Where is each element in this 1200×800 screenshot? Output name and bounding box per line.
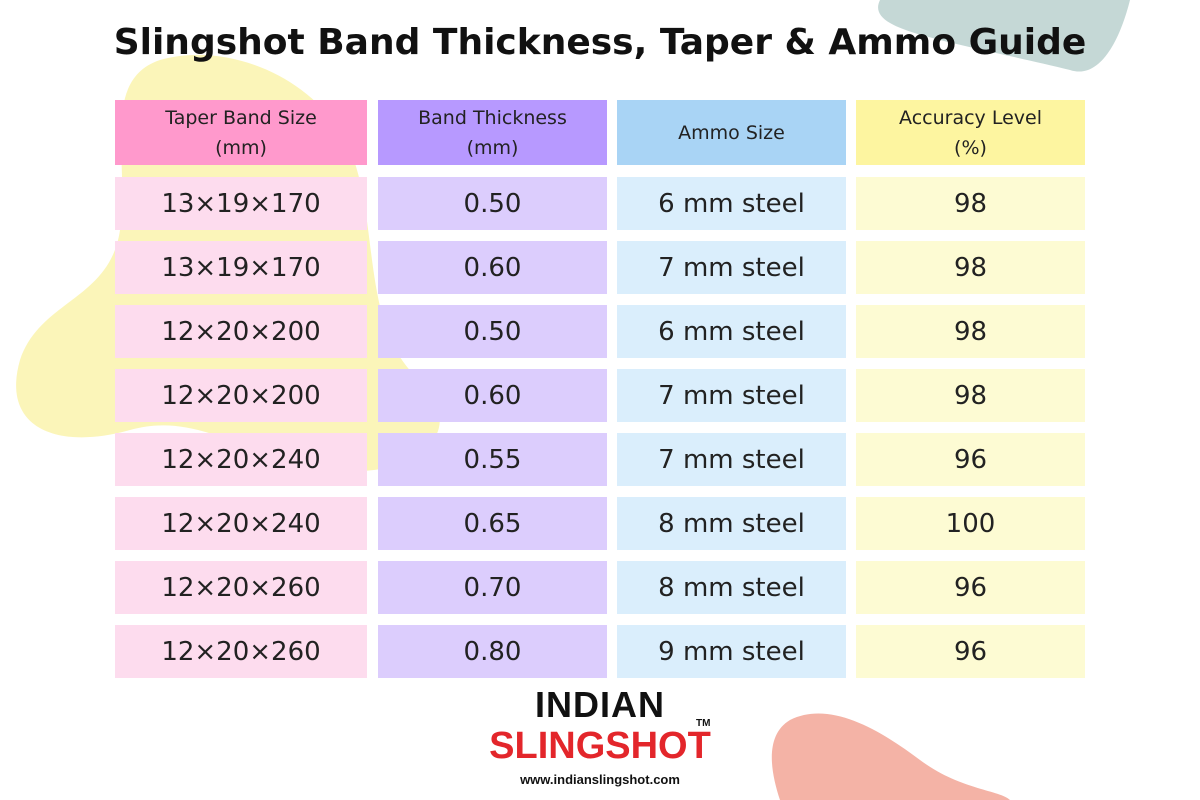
table-cell: 6 mm steel (617, 177, 846, 230)
table-cell: 7 mm steel (617, 433, 846, 486)
table-cell: 12×20×240 (115, 497, 367, 550)
table-cell: 12×20×260 (115, 625, 367, 678)
table-cell: 98 (856, 369, 1085, 422)
table-cell: 7 mm steel (617, 369, 846, 422)
table-cell: 100 (856, 497, 1085, 550)
logo-top: INDIAN (535, 684, 665, 725)
table-cell: 8 mm steel (617, 561, 846, 614)
title: Slingshot Band Thickness, Taper & Ammo G… (113, 22, 1087, 63)
table-cell: 8 mm steel (617, 497, 846, 550)
table-cell: 12×20×240 (115, 433, 367, 486)
logo-bottom: SLINGSHOT (489, 725, 711, 767)
table-cell: 12×20×200 (115, 369, 367, 422)
table-cell: 96 (856, 561, 1085, 614)
header-cell: Accuracy Level (%) (856, 100, 1085, 165)
table-cell: 96 (856, 625, 1085, 678)
table-cell: 0.70 (378, 561, 607, 614)
table-cell: 6 mm steel (617, 305, 846, 358)
table-cell: 0.60 (378, 241, 607, 294)
table-cell: 0.65 (378, 497, 607, 550)
table-cell: 0.60 (378, 369, 607, 422)
table-cell: 13×19×170 (115, 241, 367, 294)
url: www.indianslingshot.com (520, 772, 680, 787)
table-cell: 96 (856, 433, 1085, 486)
header-cell: Ammo Size (617, 100, 846, 165)
table-cell: 0.55 (378, 433, 607, 486)
table-cell: 0.80 (378, 625, 607, 678)
table-cell: 0.50 (378, 305, 607, 358)
teal-blob (878, 0, 1130, 72)
trademark: TM (696, 718, 711, 729)
table-cell: 98 (856, 241, 1085, 294)
table-cell: 7 mm steel (617, 241, 846, 294)
header-cell: Taper Band Size (mm) (115, 100, 367, 165)
table-cell: 12×20×260 (115, 561, 367, 614)
table-cell: 98 (856, 305, 1085, 358)
table-cell: 13×19×170 (115, 177, 367, 230)
header-cell: Band Thickness (mm) (378, 100, 607, 165)
table-cell: 0.50 (378, 177, 607, 230)
table-cell: 9 mm steel (617, 625, 846, 678)
table-cell: 12×20×200 (115, 305, 367, 358)
pink-blob (771, 713, 1010, 800)
table-cell: 98 (856, 177, 1085, 230)
